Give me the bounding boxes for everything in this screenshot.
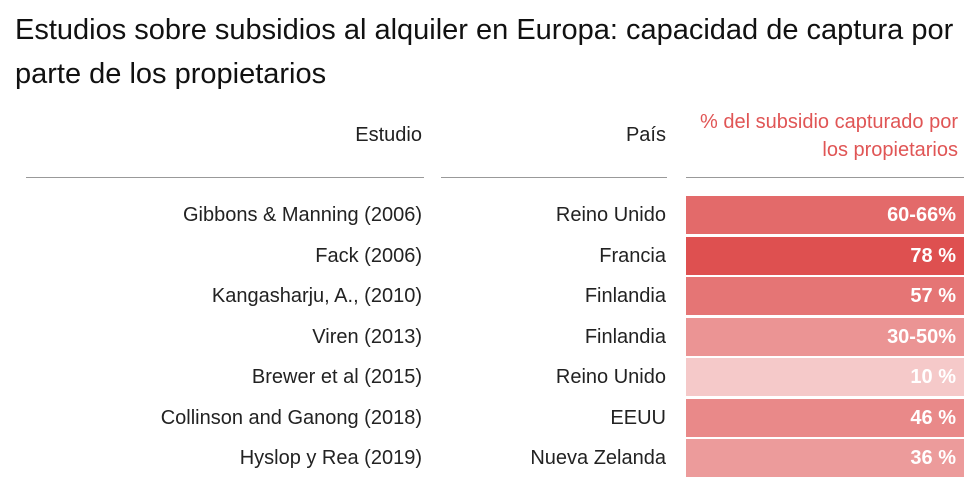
header-rule-country	[441, 177, 667, 178]
study-cell: Kangasharju, A., (2010)	[211, 285, 422, 307]
table-row: Fack (2006) Francia 78 %	[0, 236, 979, 278]
study-cell: Hyslop y Rea (2019)	[239, 447, 422, 469]
value-label: 57 %	[910, 285, 956, 307]
country-cell: Reino Unido	[555, 366, 666, 388]
table-row: Collinson and Ganong (2018) EEUU 46 %	[0, 398, 979, 440]
country-cell: Finlandia	[584, 285, 666, 307]
value-cell: 78 %	[686, 236, 964, 275]
country-cell: Finlandia	[584, 325, 666, 348]
column-header-country: País	[625, 124, 666, 146]
table-row: Kangasharju, A., (2010) Finlandia 57 %	[0, 277, 979, 318]
value-label: 78 %	[910, 244, 956, 267]
country-cell: EEUU	[610, 406, 666, 429]
study-cell: Brewer et al (2015)	[251, 366, 422, 388]
table-body: Gibbons & Manning (2006) Reino Unido 60-…	[0, 196, 979, 480]
value-label: 10 %	[910, 366, 956, 388]
value-cell: 57 %	[686, 277, 964, 315]
value-cell: 46 %	[686, 398, 964, 437]
value-cell: 10 %	[686, 358, 964, 396]
value-cell: 30-50%	[686, 317, 964, 356]
value-label: 30-50%	[887, 325, 956, 348]
header-rule-value	[686, 177, 964, 178]
table-row: Hyslop y Rea (2019) Nueva Zelanda 36 %	[0, 439, 979, 480]
column-header-study: Estudio	[355, 124, 422, 146]
country-cell: Reino Unido	[555, 204, 666, 226]
value-cell: 36 %	[686, 439, 964, 477]
value-label: 36 %	[910, 447, 956, 469]
table-row: Brewer et al (2015) Reino Unido 10 %	[0, 358, 979, 399]
study-cell: Gibbons & Manning (2006)	[182, 204, 422, 226]
table-row: Gibbons & Manning (2006) Reino Unido 60-…	[0, 196, 979, 237]
value-label: 46 %	[910, 406, 956, 429]
value-cell: 60-66%	[686, 196, 964, 234]
country-cell: Nueva Zelanda	[530, 447, 666, 469]
country-cell: Francia	[599, 244, 666, 267]
column-header-captured-percent: % del subsidio capturado por los propiet…	[700, 111, 958, 161]
table-row: Viren (2013) Finlandia 30-50%	[0, 317, 979, 359]
header-rule-study	[26, 177, 424, 178]
study-cell: Viren (2013)	[312, 325, 422, 348]
chart-title: Estudios sobre subsidios al alquiler en …	[15, 14, 954, 90]
value-label: 60-66%	[887, 204, 956, 226]
study-cell: Fack (2006)	[315, 244, 422, 267]
study-cell: Collinson and Ganong (2018)	[160, 406, 422, 429]
